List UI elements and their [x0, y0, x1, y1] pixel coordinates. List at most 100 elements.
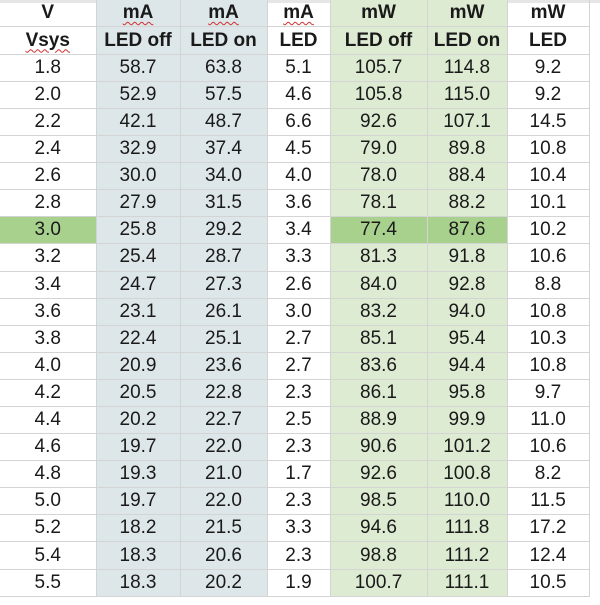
- data-cell[interactable]: 95.4: [427, 325, 508, 353]
- data-cell[interactable]: 5.5: [0, 569, 97, 597]
- data-cell[interactable]: 94.6: [330, 514, 428, 543]
- data-cell[interactable]: 9.7: [507, 379, 590, 408]
- data-cell[interactable]: 77.4: [330, 216, 428, 245]
- data-cell[interactable]: 5.4: [0, 541, 97, 570]
- data-cell[interactable]: 111.2: [427, 541, 508, 570]
- data-cell[interactable]: 100.7: [330, 569, 428, 597]
- header-unit-cell[interactable]: mA: [267, 0, 331, 28]
- data-cell[interactable]: 10.8: [507, 298, 590, 326]
- data-cell[interactable]: 52.9: [96, 81, 181, 109]
- header-unit-cell[interactable]: mW: [427, 0, 508, 28]
- data-cell[interactable]: 84.0: [330, 271, 428, 299]
- data-cell[interactable]: 85.1: [330, 325, 428, 353]
- data-cell[interactable]: 3.0: [0, 216, 97, 245]
- data-cell[interactable]: 115.0: [427, 81, 508, 109]
- data-cell[interactable]: 10.3: [507, 325, 590, 353]
- data-cell[interactable]: 3.4: [0, 271, 97, 299]
- data-cell[interactable]: 4.6: [267, 81, 331, 109]
- data-cell[interactable]: 21.0: [180, 460, 268, 489]
- data-cell[interactable]: 10.4: [507, 162, 590, 191]
- data-cell[interactable]: 2.3: [267, 487, 331, 516]
- header-unit-cell[interactable]: mW: [507, 0, 590, 28]
- data-cell[interactable]: 12.4: [507, 541, 590, 570]
- data-cell[interactable]: 20.5: [96, 379, 181, 408]
- data-cell[interactable]: 18.3: [96, 569, 181, 597]
- data-cell[interactable]: 3.0: [267, 298, 331, 326]
- data-cell[interactable]: 4.0: [267, 162, 331, 191]
- data-cell[interactable]: 2.8: [0, 189, 97, 218]
- data-cell[interactable]: 57.5: [180, 81, 268, 109]
- header-unit-cell[interactable]: mA: [180, 0, 268, 28]
- data-cell[interactable]: 10.8: [507, 135, 590, 164]
- data-cell[interactable]: 58.7: [96, 54, 181, 82]
- data-cell[interactable]: 18.3: [96, 541, 181, 570]
- data-cell[interactable]: 98.8: [330, 541, 428, 570]
- data-cell[interactable]: 3.3: [267, 243, 331, 272]
- data-cell[interactable]: 10.5: [507, 569, 590, 597]
- data-cell[interactable]: 32.9: [96, 135, 181, 164]
- data-cell[interactable]: 5.2: [0, 514, 97, 543]
- data-cell[interactable]: 83.6: [330, 352, 428, 380]
- data-cell[interactable]: 20.6: [180, 541, 268, 570]
- data-cell[interactable]: 14.5: [507, 108, 590, 137]
- header-label-cell[interactable]: LED on: [427, 26, 508, 55]
- data-cell[interactable]: 6.6: [267, 108, 331, 137]
- data-cell[interactable]: 99.9: [427, 406, 508, 435]
- data-cell[interactable]: 3.6: [0, 298, 97, 326]
- data-cell[interactable]: 105.7: [330, 54, 428, 82]
- header-unit-cell[interactable]: V: [0, 0, 97, 28]
- data-cell[interactable]: 88.2: [427, 189, 508, 218]
- data-cell[interactable]: 111.1: [427, 569, 508, 597]
- data-cell[interactable]: 92.6: [330, 460, 428, 489]
- data-cell[interactable]: 22.0: [180, 433, 268, 462]
- data-cell[interactable]: 79.0: [330, 135, 428, 164]
- data-cell[interactable]: 87.6: [427, 216, 508, 245]
- data-cell[interactable]: 22.8: [180, 379, 268, 408]
- data-cell[interactable]: 26.1: [180, 298, 268, 326]
- data-cell[interactable]: 37.4: [180, 135, 268, 164]
- data-cell[interactable]: 95.8: [427, 379, 508, 408]
- data-cell[interactable]: 83.2: [330, 298, 428, 326]
- data-cell[interactable]: 17.2: [507, 514, 590, 543]
- data-cell[interactable]: 2.6: [267, 271, 331, 299]
- data-cell[interactable]: 42.1: [96, 108, 181, 137]
- data-cell[interactable]: 98.5: [330, 487, 428, 516]
- data-cell[interactable]: 89.8: [427, 135, 508, 164]
- header-label-cell[interactable]: Vsys: [0, 26, 97, 55]
- header-label-cell[interactable]: LED off: [96, 26, 181, 55]
- data-cell[interactable]: 88.9: [330, 406, 428, 435]
- data-cell[interactable]: 1.8: [0, 54, 97, 82]
- data-cell[interactable]: 92.6: [330, 108, 428, 137]
- data-cell[interactable]: 3.4: [267, 216, 331, 245]
- data-cell[interactable]: 4.5: [267, 135, 331, 164]
- data-cell[interactable]: 5.0: [0, 487, 97, 516]
- data-cell[interactable]: 2.3: [267, 541, 331, 570]
- data-cell[interactable]: 9.2: [507, 81, 590, 109]
- data-cell[interactable]: 92.8: [427, 271, 508, 299]
- data-cell[interactable]: 78.0: [330, 162, 428, 191]
- data-cell[interactable]: 10.2: [507, 216, 590, 245]
- data-cell[interactable]: 8.8: [507, 271, 590, 299]
- data-cell[interactable]: 110.0: [427, 487, 508, 516]
- data-cell[interactable]: 24.7: [96, 271, 181, 299]
- data-cell[interactable]: 8.2: [507, 460, 590, 489]
- data-cell[interactable]: 28.7: [180, 243, 268, 272]
- data-cell[interactable]: 23.6: [180, 352, 268, 380]
- data-cell[interactable]: 3.6: [267, 189, 331, 218]
- data-cell[interactable]: 114.8: [427, 54, 508, 82]
- data-cell[interactable]: 11.0: [507, 406, 590, 435]
- header-label-cell[interactable]: LED: [267, 26, 331, 55]
- data-cell[interactable]: 2.3: [267, 433, 331, 462]
- data-cell[interactable]: 107.1: [427, 108, 508, 137]
- data-cell[interactable]: 2.0: [0, 81, 97, 109]
- data-cell[interactable]: 81.3: [330, 243, 428, 272]
- data-cell[interactable]: 2.6: [0, 162, 97, 191]
- data-cell[interactable]: 94.0: [427, 298, 508, 326]
- data-cell[interactable]: 86.1: [330, 379, 428, 408]
- data-cell[interactable]: 88.4: [427, 162, 508, 191]
- data-cell[interactable]: 30.0: [96, 162, 181, 191]
- data-cell[interactable]: 19.7: [96, 487, 181, 516]
- header-label-cell[interactable]: LED off: [330, 26, 428, 55]
- data-cell[interactable]: 10.1: [507, 189, 590, 218]
- data-cell[interactable]: 3.8: [0, 325, 97, 353]
